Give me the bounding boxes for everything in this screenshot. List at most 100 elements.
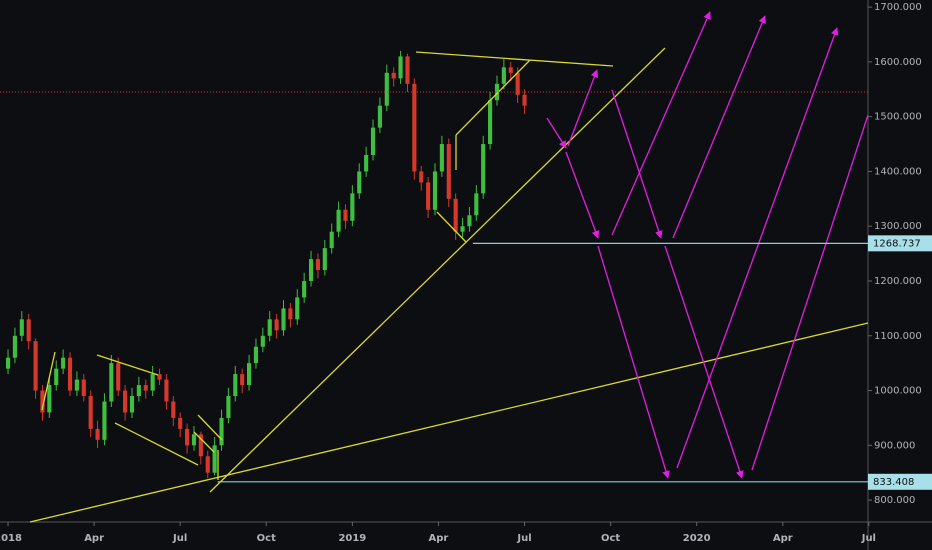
candle-body [198, 434, 203, 457]
x-tick-label: 2020 [683, 533, 711, 544]
candles [5, 50, 527, 479]
candle-body [164, 379, 169, 402]
candle-body [33, 341, 38, 391]
candle-body [61, 357, 66, 369]
candle-body [315, 259, 320, 271]
arrow [611, 89, 663, 239]
projection-arrows [546, 11, 869, 479]
candle-body [260, 335, 265, 347]
x-tick-label: Apr [429, 533, 449, 544]
candle-body [481, 144, 486, 194]
candle-body [240, 374, 245, 386]
candle-body [474, 193, 479, 216]
candle-body [322, 248, 327, 271]
candle-body [377, 105, 382, 128]
candle-body [350, 193, 355, 221]
x-tick-label: 2018 [0, 533, 22, 544]
trend-line [41, 351, 56, 411]
candle-body [364, 155, 369, 172]
x-tick-label: 2019 [338, 533, 366, 544]
candle-body [178, 417, 183, 429]
candle-body [384, 72, 389, 106]
arrow [751, 114, 869, 471]
arrow [565, 151, 600, 239]
candle-body [467, 215, 472, 227]
candle-body [81, 379, 86, 397]
candle-body [398, 56, 403, 79]
candle-body [150, 374, 155, 391]
candle-body [233, 374, 238, 397]
arrow [676, 27, 839, 469]
candle-body [405, 56, 410, 84]
y-tick-label: 1700.000 [874, 2, 922, 13]
candle-body [136, 385, 141, 397]
candle-body [191, 434, 197, 446]
candle-body [123, 390, 128, 413]
arrow [567, 69, 599, 147]
candle-body [460, 226, 465, 232]
y-tick-label: 1500.000 [874, 112, 922, 123]
candle-body [370, 127, 376, 156]
candle-body [432, 171, 438, 210]
trend-line [436, 211, 467, 243]
y-tick-label: 900.000 [874, 440, 915, 451]
x-tick-label: Oct [601, 533, 620, 544]
candle-body [40, 390, 45, 413]
candle-body [129, 396, 135, 413]
candle-body [219, 417, 224, 446]
candle-body [205, 456, 210, 473]
candle-body [116, 363, 121, 391]
candle-body [515, 72, 520, 95]
y-tick-label: 800.000 [874, 495, 915, 506]
candle-body [488, 100, 493, 145]
candle-body [253, 346, 259, 364]
candle-body [281, 308, 286, 331]
trend-line [29, 322, 869, 523]
candle-body [67, 357, 73, 391]
candle-body [446, 144, 451, 199]
candle-body [453, 198, 458, 232]
candle-body [143, 385, 148, 391]
x-tick-label: Jul [861, 533, 876, 544]
candle-body [439, 144, 444, 172]
candle-body [74, 379, 79, 391]
y-tick-label: 1300.000 [874, 221, 922, 232]
candle-body [336, 209, 341, 232]
candle-body [308, 259, 314, 281]
candle-body [357, 171, 362, 194]
arrow [597, 245, 670, 479]
x-tick-label: Jul [516, 533, 531, 544]
candle-body [295, 297, 300, 320]
candle-body [95, 428, 100, 440]
candle-body [274, 319, 279, 331]
candle-body [501, 67, 506, 84]
candle-body [329, 231, 334, 249]
candle-body [426, 182, 431, 210]
candle-body [54, 368, 59, 386]
y-tick-label: 1100.000 [874, 331, 922, 342]
candle-body [47, 385, 52, 413]
level-label: 1268.737 [873, 238, 921, 249]
y-tick-label: 1600.000 [874, 57, 922, 68]
level-label: 833.408 [873, 477, 914, 488]
candle-body [508, 67, 513, 73]
arrow [664, 245, 744, 479]
candle-body [157, 374, 162, 380]
x-tick-label: Apr [84, 533, 104, 544]
candle-body [419, 171, 424, 183]
arrow [546, 117, 567, 149]
y-tick-label: 1400.000 [874, 166, 922, 177]
candle-body [267, 319, 272, 336]
y-tick-label: 1200.000 [874, 276, 922, 287]
candle-body [12, 335, 17, 358]
trend-line [96, 354, 159, 376]
trend-line [455, 59, 531, 136]
candle-body [102, 401, 107, 440]
candle-body [302, 280, 307, 298]
arrow [611, 11, 711, 236]
candle-body [26, 319, 31, 342]
x-tick-label: Apr [773, 533, 793, 544]
